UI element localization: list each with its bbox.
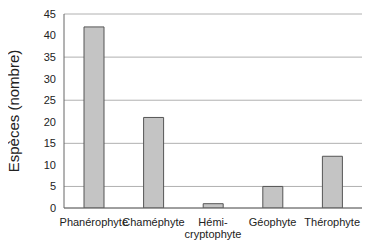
svg-text:Chaméphyte: Chaméphyte	[122, 216, 184, 228]
svg-text:Phanérophyte: Phanérophyte	[60, 216, 129, 228]
svg-text:Espèces (nombre): Espèces (nombre)	[8, 50, 22, 173]
svg-text:25: 25	[44, 94, 56, 106]
svg-text:35: 35	[44, 51, 56, 63]
svg-text:Géophyte: Géophyte	[249, 216, 297, 228]
svg-text:0: 0	[50, 202, 56, 214]
svg-text:5: 5	[50, 180, 56, 192]
svg-text:30: 30	[44, 73, 56, 85]
svg-text:Hémi-cryptophyte: Hémi-cryptophyte	[185, 216, 242, 240]
svg-text:15: 15	[44, 137, 56, 149]
svg-text:Thérophyte: Thérophyte	[304, 216, 360, 228]
svg-text:40: 40	[44, 29, 56, 41]
svg-text:20: 20	[44, 116, 56, 128]
svg-text:45: 45	[44, 8, 56, 20]
svg-text:10: 10	[44, 159, 56, 171]
